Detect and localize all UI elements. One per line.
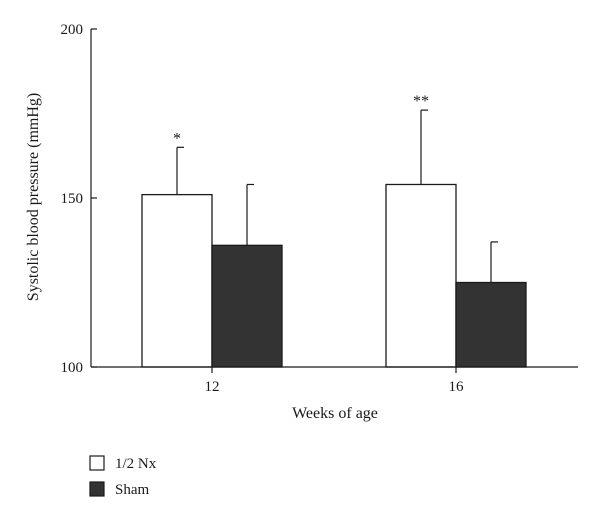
legend-label-sham: Sham [115,482,150,498]
x-tick-label-12: 12 [205,379,220,395]
x-axis-label: Weeks of age [292,405,378,422]
y-tick-label-150: 150 [61,191,84,207]
significance-marker-12: * [173,130,181,147]
legend: 1/2 Nx Sham [89,455,157,498]
y-axis-label: Systolic blood pressure (mmHg) [25,93,42,301]
significance-marker-16: ** [413,93,429,110]
bar-sham-12 [211,244,283,368]
plot-area: *** [141,93,527,368]
legend-label-nx: 1/2 Nx [115,456,157,472]
axes: 100 150 200 12 16 [61,22,578,395]
bar-nx-12 [141,193,213,368]
legend-swatch-nx [89,455,105,471]
x-tick-label-16: 16 [449,379,465,395]
bar-sham-16 [455,281,527,368]
legend-swatch-sham [89,481,105,497]
y-tick-label-200: 200 [61,22,84,38]
y-tick-label-100: 100 [61,360,84,376]
bar-nx-16 [385,183,457,368]
